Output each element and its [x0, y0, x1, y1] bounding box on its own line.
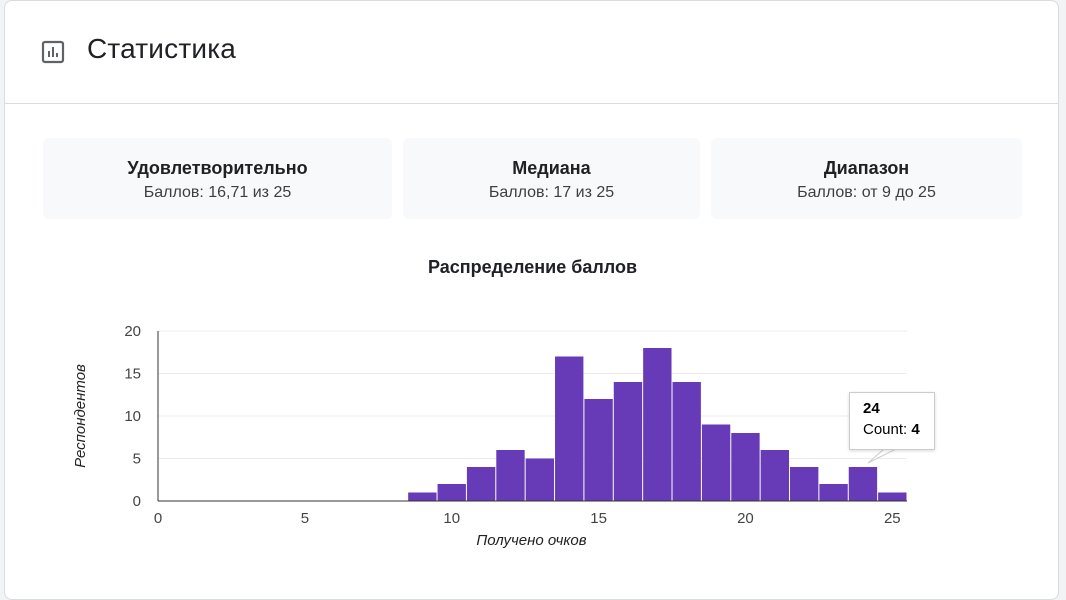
x-tick-label: 25 — [884, 510, 901, 527]
histogram-bar — [701, 424, 731, 501]
tooltip-count: Count: 4 — [863, 421, 934, 438]
tooltip-label: 24 — [863, 400, 880, 417]
bar-tooltip: 24 Count: 4 — [849, 392, 935, 450]
x-tick-label: 15 — [590, 510, 607, 527]
bar-chart-icon — [41, 40, 65, 64]
tooltip-count-value: 4 — [911, 421, 920, 438]
stat-title-range: Диапазон — [823, 158, 910, 178]
histogram-bar — [613, 382, 643, 501]
histogram-bar — [525, 458, 555, 501]
histogram-bar — [555, 356, 584, 501]
y-axis-title: Респондентов — [72, 364, 89, 468]
histogram-bar — [437, 484, 466, 501]
tooltip-pointer — [867, 448, 897, 464]
histogram-bar — [466, 467, 496, 501]
y-tick-label: 20 — [124, 323, 141, 340]
page-title: Статистика — [87, 33, 237, 64]
histogram-bar — [408, 492, 437, 501]
stat-title-median: Медиана — [512, 158, 591, 178]
x-axis-title: Получено очков — [476, 532, 586, 549]
stat-box-median: Медиана Баллов: 17 из 25 — [403, 138, 700, 219]
tooltip-count-label: Count: — [863, 421, 908, 438]
y-tick-label: 0 — [133, 493, 141, 510]
stat-value-median: Баллов: 17 из 25 — [488, 184, 615, 201]
y-tick-label: 15 — [124, 366, 141, 383]
histogram-bar — [672, 382, 701, 501]
chart-title: Распределение баллов — [427, 257, 638, 277]
histogram-bar — [848, 467, 878, 501]
x-tick-label: 20 — [737, 510, 754, 527]
x-tick-label: 5 — [301, 510, 309, 527]
stat-value-average: Баллов: 16,71 из 25 — [143, 184, 292, 201]
histogram-bar — [878, 492, 907, 501]
histogram-bar — [496, 450, 525, 501]
histogram-bar — [819, 484, 848, 501]
x-tick-label: 0 — [154, 510, 162, 527]
histogram-bar — [790, 467, 819, 501]
histogram-bar — [731, 433, 760, 501]
card-header: Статистика — [5, 1, 1058, 104]
histogram-bar — [643, 348, 672, 501]
stat-title-average: Удовлетворительно — [127, 158, 308, 178]
stat-value-range: Баллов: от 9 до 25 — [797, 184, 936, 201]
y-tick-label: 5 — [133, 451, 141, 468]
histogram-bar — [584, 399, 613, 501]
x-tick-label: 10 — [443, 510, 460, 527]
stat-box-range: Диапазон Баллов: от 9 до 25 — [711, 138, 1022, 219]
stat-box-average: Удовлетворительно Баллов: 16,71 из 25 — [43, 138, 392, 219]
histogram-bar — [760, 450, 790, 501]
y-tick-label: 10 — [124, 408, 141, 425]
